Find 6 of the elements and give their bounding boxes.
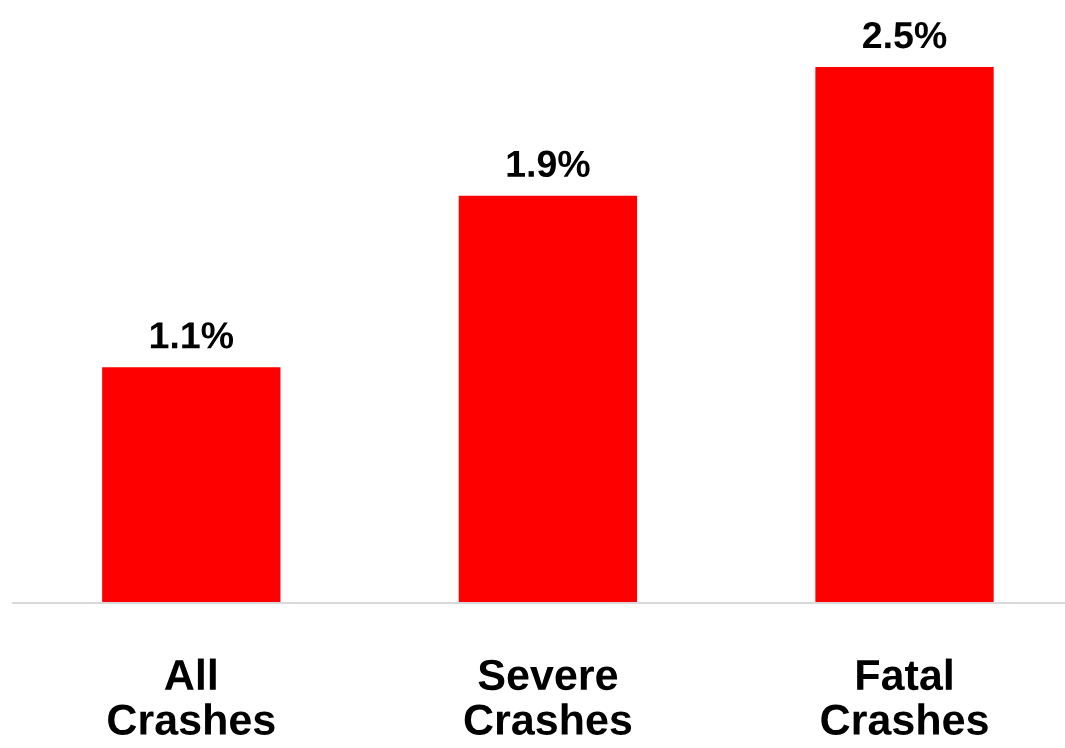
x-tick-label: All Crashes [108, 658, 275, 735]
data-label: 1.1% [150, 322, 234, 349]
data-label: 2.5% [863, 21, 947, 49]
data-label: 1.9% [507, 150, 590, 178]
x-tick-label: Fatal Crashes [821, 658, 988, 735]
x-tick-label: Severe Crashes [464, 659, 632, 735]
